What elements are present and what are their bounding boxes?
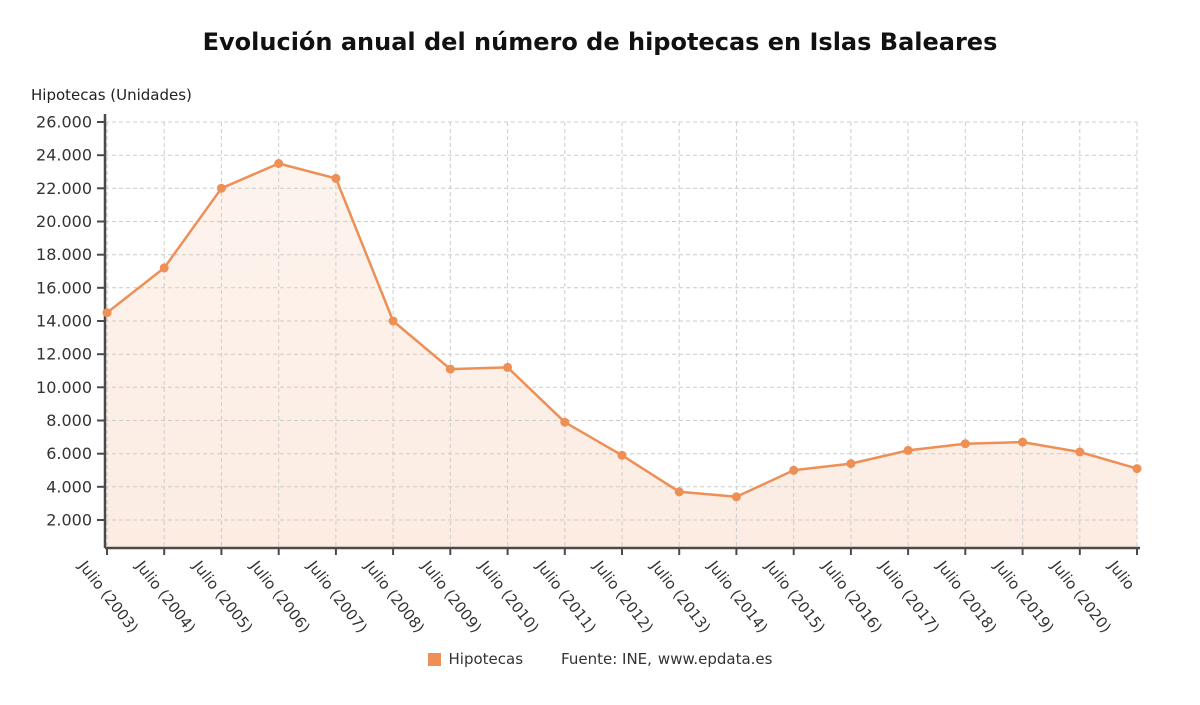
legend-swatch-icon [427,652,441,666]
data-point[interactable] [331,173,341,183]
y-tick-label: 14.000 [36,312,92,331]
data-point[interactable] [503,362,513,372]
source-link[interactable]: www.epdata.es [657,650,773,668]
data-point[interactable] [846,459,856,469]
data-point[interactable] [560,417,570,427]
y-tick-label: 26.000 [36,113,92,132]
source-text: Fuente: INE, [561,650,652,668]
data-point[interactable] [388,316,398,326]
legend-label: Hipotecas [448,650,524,668]
data-point[interactable] [903,445,913,455]
data-point[interactable] [617,450,627,460]
data-point[interactable] [674,487,684,497]
data-point[interactable] [1075,447,1085,457]
y-axis-title: Hipotecas (Unidades) [31,86,192,104]
data-point[interactable] [789,465,799,475]
data-point[interactable] [445,364,455,374]
y-tick-label: 2.000 [46,511,92,530]
area-fill [107,163,1137,548]
y-tick-label: 22.000 [36,179,92,198]
legend-row: Hipotecas Fuente: INE, www.epdata.es [0,650,1200,668]
chart-title: Evolución anual del número de hipotecas … [202,28,998,56]
y-tick-label: 16.000 [36,278,92,297]
data-point[interactable] [960,439,970,449]
legend-item-hipotecas[interactable]: Hipotecas [427,650,524,668]
x-tick-label: Julio (2003) [74,557,142,637]
x-tick-label: Julio [1104,557,1138,594]
data-point[interactable] [216,183,226,193]
data-point[interactable] [102,308,112,318]
data-point[interactable] [274,159,284,168]
y-tick-label: 12.000 [36,345,92,364]
y-tick-label: 4.000 [46,477,92,496]
data-point[interactable] [1132,464,1142,474]
data-point[interactable] [731,492,741,502]
y-tick-label: 6.000 [46,444,92,463]
y-tick-label: 18.000 [36,245,92,264]
y-tick-label: 24.000 [36,146,92,165]
data-point[interactable] [1018,437,1028,447]
y-tick-label: 10.000 [36,378,92,397]
y-tick-label: 8.000 [46,411,92,430]
data-point[interactable] [159,263,169,273]
source-block: Fuente: INE, www.epdata.es [561,650,772,668]
y-tick-label: 20.000 [36,212,92,231]
line-chart: 2.000 4.000 6.000 8.000 10.000 12.000 14.000 16… [36,113,1142,637]
